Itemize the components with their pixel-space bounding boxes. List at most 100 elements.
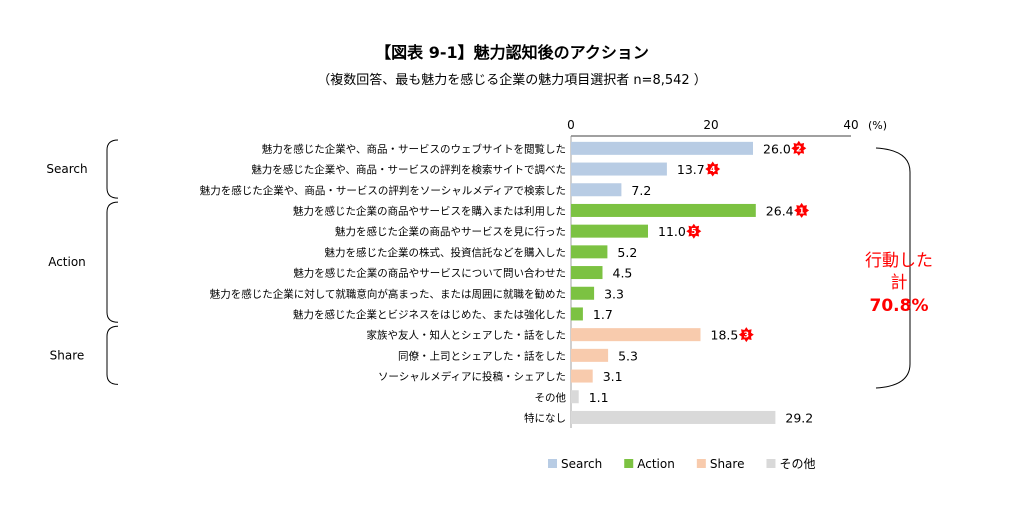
legend-item: その他 [766, 457, 815, 471]
bar-row: 魅力を感じた企業や、商品・サービスの評判を検索サイトで調べた 13.7 4 [251, 161, 721, 177]
rank-badge [686, 223, 702, 239]
bar [571, 162, 667, 176]
category-label: 魅力を感じた企業に対して就職意向が高まった、または周囲に就職を勧めた [210, 287, 566, 300]
legend-item: Search [548, 457, 602, 471]
bar-row: 魅力を感じた企業や、商品・サービスの評判をソーシャルメディアで検索した 7.2 [200, 183, 652, 198]
bar [571, 245, 608, 259]
group-label: Search [46, 162, 87, 176]
chart-subtitle: （複数回答、最も魅力を感じる企業の魅力項目選択者 n=8,542 ） [317, 72, 707, 88]
rank-number: 5 [691, 227, 697, 236]
rank-badge [738, 327, 754, 343]
category-label: 特になし [524, 412, 566, 424]
legend-label: Share [710, 457, 745, 471]
category-label: 魅力を感じた企業の株式、投資信託などを購入した [325, 246, 567, 259]
data-label: 3.3 [604, 286, 624, 301]
data-label: 26.0 [763, 141, 791, 156]
legend-swatch [696, 459, 706, 468]
bar [571, 348, 609, 362]
bar [571, 307, 583, 321]
bar-rows: 魅力を感じた企業や、商品・サービスのウェブサイトを閲覧した 26.0 2魅力を感じた… [200, 140, 813, 425]
bar [571, 410, 776, 424]
bar-row: 魅力を感じた企業の商品やサービスについて問い合わせた 4.5 [293, 266, 632, 281]
rank-number: 3 [744, 331, 750, 340]
bar [571, 224, 648, 238]
group-bracket-line [106, 325, 119, 385]
legend-label: Action [637, 457, 675, 471]
bar [571, 266, 603, 280]
tick-label: 20 [703, 118, 718, 132]
group-brackets: Search Action Share [46, 139, 119, 385]
category-label: 魅力を感じた企業や、商品・サービスのウェブサイトを閲覧した [262, 142, 566, 155]
bar-row: その他 1.1 [535, 390, 609, 405]
tick-label: 0 [567, 118, 575, 132]
group-bracket-line [106, 139, 119, 199]
category-label: 家族や友人・知人とシェアした・話をした [367, 329, 567, 342]
bar-row: 魅力を感じた企業に対して就職意向が高まった、または周囲に就職を勧めた 3.3 [210, 286, 624, 301]
group-bracket: Search [46, 139, 119, 199]
bar [571, 328, 701, 342]
group-label: Share [50, 348, 85, 362]
group-bracket: Action [48, 201, 119, 323]
legend-swatch [766, 459, 776, 468]
category-label: 魅力を感じた企業の商品やサービスを見に行った [335, 225, 566, 238]
data-label: 5.2 [617, 245, 637, 260]
bar [571, 369, 593, 383]
bar-row: 家族や友人・知人とシェアした・話をした 18.5 3 [367, 327, 754, 343]
data-label: 1.1 [589, 390, 609, 405]
bar-row: 同僚・上司とシェアした・話をした 5.3 [398, 348, 638, 363]
group-bracket: Share [50, 325, 119, 385]
category-label: 魅力を感じた企業や、商品・サービスの評判を検索サイトで調べた [251, 163, 566, 176]
data-label: 29.2 [785, 410, 813, 425]
summary-line-3: 70.8% [870, 296, 929, 316]
legend-item: Share [696, 457, 745, 471]
legend-item: Action [624, 457, 675, 471]
bar [571, 286, 595, 300]
rank-number: 1 [799, 206, 805, 215]
bar-row: ソーシャルメディアに投稿・シェアした 3.1 [378, 369, 623, 384]
data-label: 26.4 [766, 203, 794, 218]
summary-brace [875, 147, 911, 389]
category-label: 同僚・上司とシェアした・話をした [398, 349, 566, 362]
category-label: 魅力を感じた企業や、商品・サービスの評判をソーシャルメディアで検索した [200, 184, 566, 197]
bar [571, 183, 622, 197]
group-label: Action [48, 255, 86, 269]
bar-row: 魅力を感じた企業とビジネスをはじめた、または強化した 1.7 [293, 307, 613, 322]
data-label: 11.0 [658, 224, 686, 239]
legend-label: Search [561, 457, 602, 471]
rank-badge [791, 140, 807, 156]
group-bracket-line [106, 201, 119, 323]
category-label: 魅力を感じた企業とビジネスをはじめた、または強化した [293, 308, 566, 321]
data-label: 18.5 [711, 328, 739, 343]
bar-row: 特になし 29.2 [524, 410, 813, 425]
rank-number: 4 [710, 165, 716, 174]
data-label: 1.7 [593, 307, 613, 322]
category-label: ソーシャルメディアに投稿・シェアした [378, 370, 566, 383]
bar-row: 魅力を感じた企業や、商品・サービスのウェブサイトを閲覧した 26.0 2 [262, 140, 807, 156]
data-label: 5.3 [618, 348, 638, 363]
rank-badge [794, 202, 810, 218]
summary-line-1: 行動した [865, 251, 933, 271]
legend-label: その他 [779, 457, 815, 471]
category-label: 魅力を感じた企業の商品やサービスについて問い合わせた [293, 267, 566, 280]
data-label: 3.1 [603, 369, 623, 384]
legend-swatch [548, 459, 557, 468]
summary-line-2: 計 [891, 273, 908, 293]
data-label: 13.7 [677, 162, 705, 177]
legend: Search Action Share その他 [548, 457, 815, 471]
bar-row: 魅力を感じた企業の商品やサービスを見に行った 11.0 5 [335, 223, 702, 239]
data-label: 4.5 [613, 266, 633, 281]
legend-swatch [624, 459, 634, 468]
tick-label: 40 [843, 118, 858, 132]
bar-row: 魅力を感じた企業の株式、投資信託などを購入した 5.2 [325, 245, 638, 260]
data-label: 7.2 [631, 183, 651, 198]
bar [571, 203, 756, 217]
bar-row: 魅力を感じた企業の商品やサービスを購入または利用した 26.4 1 [293, 202, 810, 218]
rank-number: 2 [796, 144, 802, 153]
chart-title: 【図表 9-1】魅力認知後のアクション [375, 43, 649, 62]
bar [571, 141, 753, 155]
category-label: 魅力を感じた企業の商品やサービスを購入または利用した [293, 204, 566, 217]
category-label: その他 [535, 391, 567, 404]
summary-annotation: 行動した 計 70.8% [865, 147, 933, 389]
bar [571, 390, 579, 404]
